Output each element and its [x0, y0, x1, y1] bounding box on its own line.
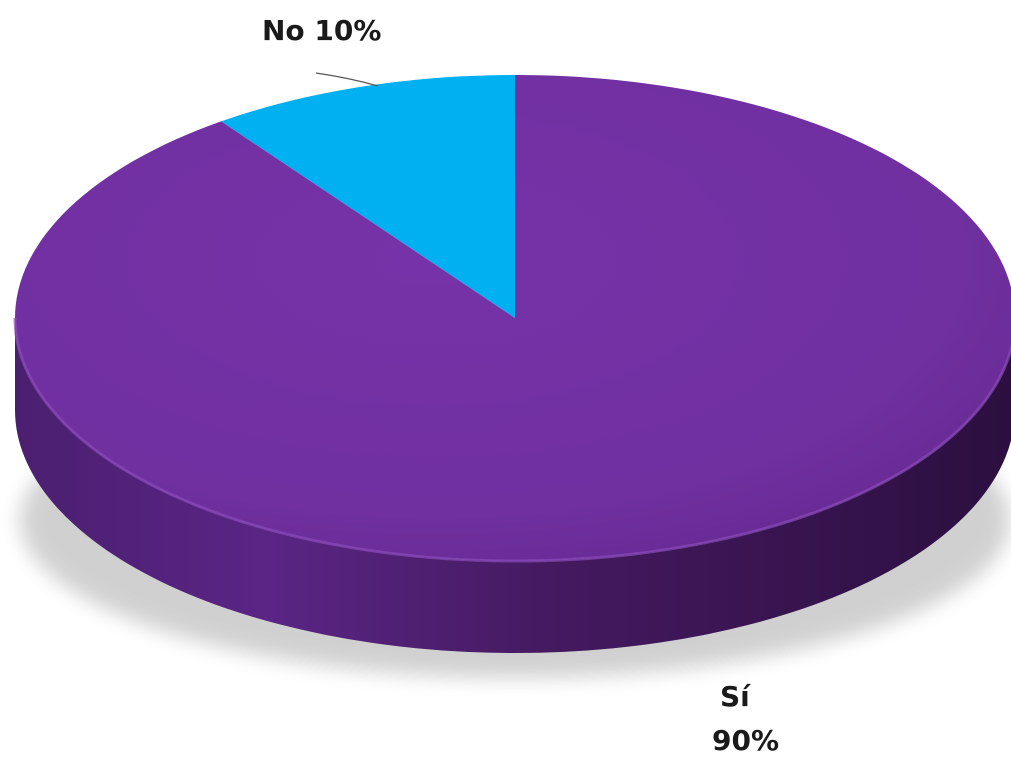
pie-side-group — [15, 318, 1011, 653]
pie-slice-si — [15, 75, 1011, 561]
pie-rim-highlight — [13, 317, 1011, 563]
leader-line — [315, 72, 379, 87]
slice-label-si-percent: 90% — [712, 724, 780, 757]
slice-label-no: No 10% — [262, 14, 382, 47]
slice-label-si-name: Sí — [720, 680, 750, 713]
pie-slice-no — [221, 75, 516, 318]
pie-top-group — [13, 75, 1011, 563]
pie-side-wall — [15, 318, 1011, 653]
